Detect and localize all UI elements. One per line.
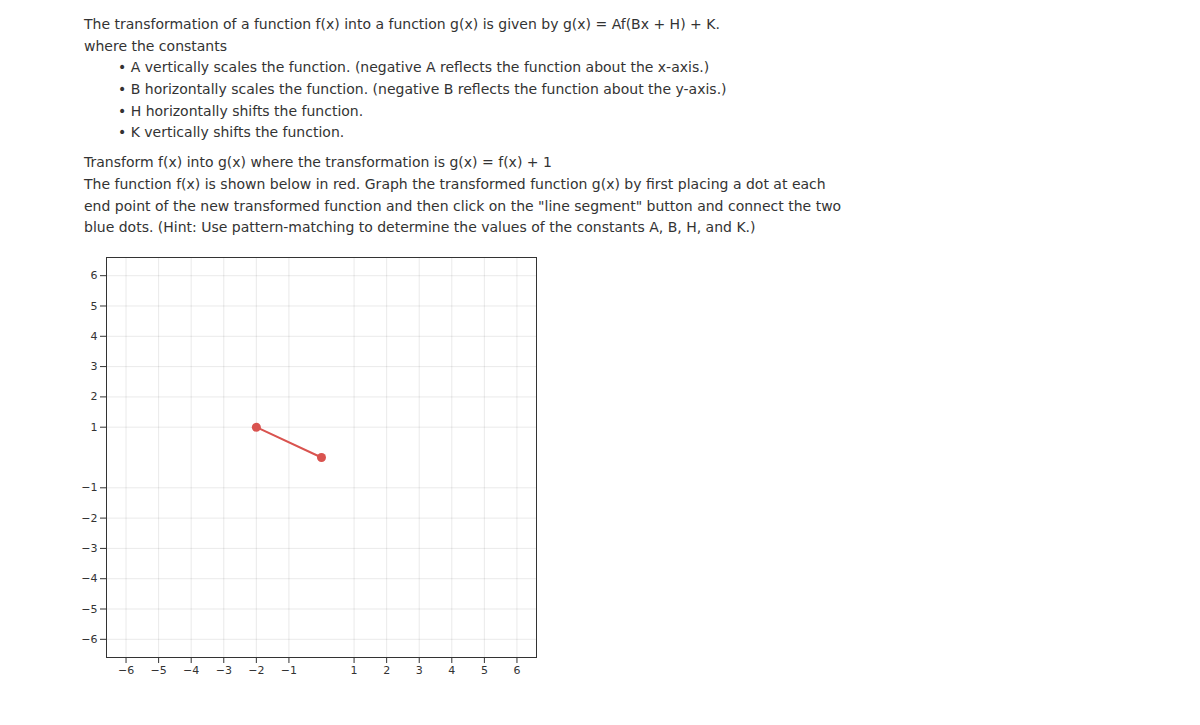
- html-text:• H horizontally shifts the fu: • H horizontally shifts the function.: [118, 102, 364, 119]
- html-text:blue dots. (Hint: Use pattern-: blue dots. (Hint: Use pattern-matching t…: [84, 219, 756, 236]
- svg-text:4: 4: [91, 330, 98, 343]
- html-text:• A vertically scales the func: • A vertically scales the function. (neg…: [118, 59, 710, 76]
- html-text:• B horizontally scales the fu: • B horizontally scales the function. (n…: [118, 81, 727, 98]
- svg-text:−4: −4: [81, 572, 97, 585]
- svg-text:3: 3: [91, 360, 98, 373]
- svg-text:−2: −2: [248, 664, 264, 677]
- svg-text:−6: −6: [118, 664, 134, 677]
- svg-text:−3: −3: [81, 542, 97, 555]
- svg-text:−4: −4: [183, 664, 199, 677]
- svg-text:2: 2: [383, 664, 390, 677]
- svg-text:2: 2: [91, 390, 98, 403]
- html-text:• K vertically shifts the func: • K vertically shifts the function.: [118, 124, 345, 141]
- svg-text:5: 5: [91, 299, 98, 312]
- svg-text:6: 6: [91, 269, 98, 282]
- svg-text:−5: −5: [151, 664, 167, 677]
- html-text:where the constants: where the constants: [84, 37, 227, 54]
- html-text:The transformation of a functi: The transformation of a function f(x) in…: [84, 16, 720, 32]
- svg-text:−5: −5: [81, 602, 97, 615]
- svg-text:1: 1: [91, 421, 98, 434]
- html-text:The function f(x) is shown bel: The function f(x) is shown below in red.…: [84, 175, 826, 192]
- html-text:end point of the new transform: end point of the new transformed functio…: [84, 197, 842, 214]
- html-text:Transform f(x) into g(x) where: Transform f(x) into g(x) where the trans…: [84, 154, 552, 171]
- svg-text:−1: −1: [81, 481, 97, 494]
- svg-text:−1: −1: [281, 664, 297, 677]
- svg-text:5: 5: [481, 664, 488, 677]
- svg-text:4: 4: [448, 664, 455, 677]
- svg-text:1: 1: [351, 664, 358, 677]
- svg-text:3: 3: [416, 664, 423, 677]
- svg-text:6: 6: [513, 664, 520, 677]
- svg-text:−2: −2: [81, 512, 97, 525]
- svg-text:−3: −3: [216, 664, 232, 677]
- svg-text:−6: −6: [81, 633, 97, 646]
